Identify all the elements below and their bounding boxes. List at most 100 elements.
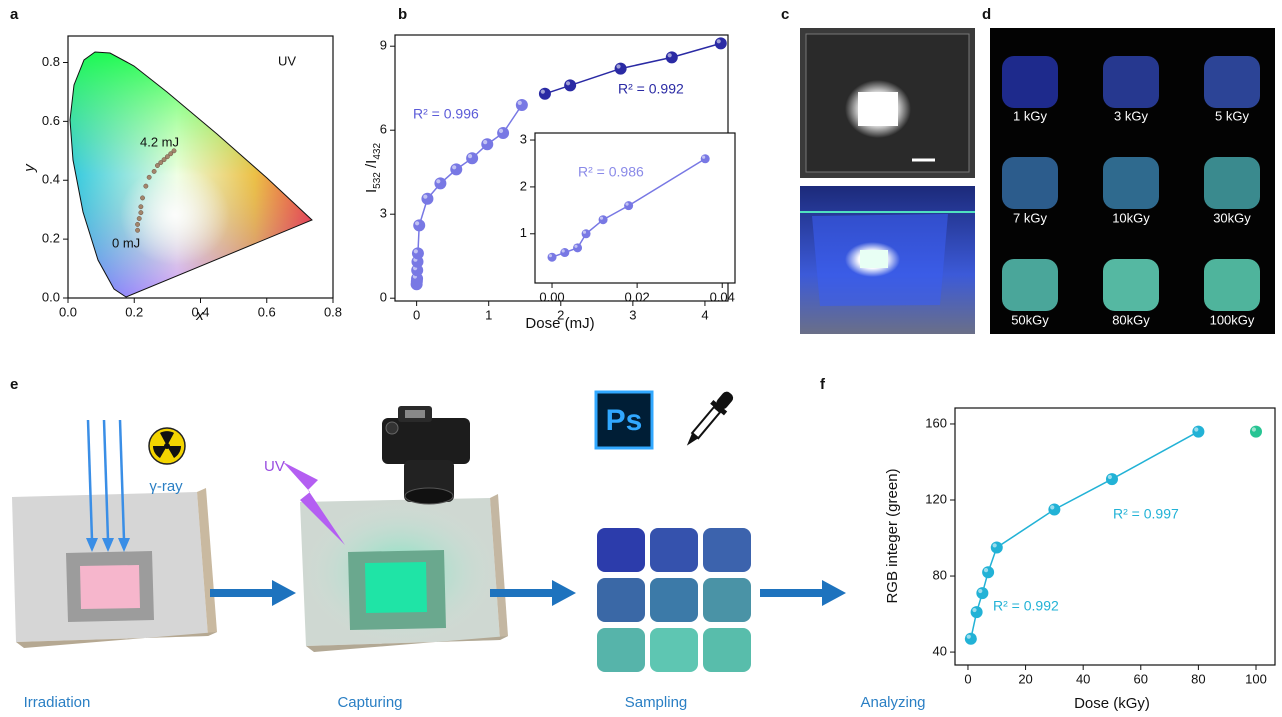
y-tick-label: 0.6 [42,113,60,128]
sample-label: 1 kGy [1013,108,1047,123]
marker-highlight [566,81,570,85]
data-point [466,152,478,164]
uv-label: UV [264,458,285,475]
y-axis-label: I532 /I432 [363,143,383,193]
data-point [421,193,433,205]
data-point [450,163,462,175]
x-tick-label: 0 [413,307,420,322]
marker-highlight [452,165,456,169]
marker-highlight [468,154,472,158]
sample-label: 5 kGy [1215,108,1249,123]
y-tick-label: 9 [380,38,387,53]
panel-label: c [781,6,789,23]
x-tick-label: 1 [485,307,492,322]
marker-highlight [625,203,628,206]
data-point [516,99,528,111]
y-tick-label: 0.8 [42,54,60,69]
data-point [599,215,608,224]
data-point [701,154,710,163]
sample-label: 80kGy [1112,312,1150,327]
x-tick-label: 0.2 [125,304,143,319]
data-point [172,149,176,153]
annotation: R² = 0.996 [413,106,479,122]
data-point [147,175,151,179]
data-point [1250,426,1262,438]
step-label: Sampling [625,694,688,711]
marker-highlight [616,64,620,68]
annotation: UV [278,53,296,68]
marker-highlight [499,129,503,133]
data-point [135,228,139,232]
marker-highlight [518,101,522,105]
y-axis-label: y [21,163,38,173]
y-tick-label: 1 [520,225,527,240]
data-point [412,247,424,259]
y-tick-label: 160 [925,415,947,430]
y-tick-label: 6 [380,122,387,137]
panel-label: d [982,6,991,23]
x-tick-label: 3 [629,307,636,322]
y-tick-label: 80 [933,567,947,582]
marker-highlight [562,249,565,252]
y-tick-label: 0.4 [42,172,60,187]
y-tick-label: 2 [520,178,527,193]
data-point [582,229,591,238]
marker-highlight [541,90,545,94]
data-point [615,63,627,75]
x-axis-label: Dose (mJ) [525,315,594,332]
data-point [135,222,139,226]
sample-label: 100kGy [1210,312,1255,327]
data-point [624,201,633,210]
figure: a b c d e f UV 4.2 mJ 0 mJ R² = 0.996 R²… [0,0,1282,712]
x-tick-label: 60 [1134,671,1148,686]
data-point [1106,473,1118,485]
photo [800,28,975,178]
marker-highlight [436,179,440,183]
sample-label: 3 kGy [1114,108,1148,123]
data-point [560,248,569,257]
marker-highlight [483,140,487,144]
panel-label: e [10,376,18,393]
x-tick-label: 0.04 [710,289,735,304]
marker-highlight [423,195,427,199]
y-tick-label: 120 [925,491,947,506]
marker-highlight [702,156,705,159]
x-tick-label: 0.8 [324,304,342,319]
data-point [976,587,988,599]
x-tick-label: 100 [1245,671,1267,686]
marker-highlight [549,254,552,257]
data-point [497,127,509,139]
marker-highlight [1194,427,1198,431]
dosimeter-samples [1002,56,1260,311]
data-point [434,177,446,189]
y-axis-label-part: 532 [372,172,383,189]
marker-highlight [972,608,976,612]
x-tick-label: 80 [1191,671,1205,686]
chromaticity-diagram [60,45,320,305]
y-tick-label: 0.0 [42,289,60,304]
annotation: 4.2 mJ [140,134,179,149]
capturing-illustration [283,406,508,652]
y-tick-label: 40 [933,644,947,659]
radiation-label: γ-ray [149,478,183,495]
data-point [1048,504,1060,516]
data-point [965,633,977,645]
photo [800,186,975,334]
annotation: R² = 0.992 [618,81,684,97]
annotation: R² = 0.986 [578,164,644,180]
y-axis-label-part: /I [363,160,380,173]
marker-highlight [967,635,971,639]
annotation: 0 mJ [112,235,140,250]
marker-highlight [1252,427,1256,431]
data-point [991,542,1003,554]
marker-highlight [415,221,419,225]
data-point [715,37,727,49]
marker-highlight [583,231,586,234]
marker-highlight [414,249,418,253]
sample-label: 30kGy [1213,210,1251,225]
y-tick-label: 0.2 [42,231,60,246]
data-point [413,219,425,231]
x-tick-label: 0.0 [59,304,77,319]
y-tick-label: 3 [520,131,527,146]
